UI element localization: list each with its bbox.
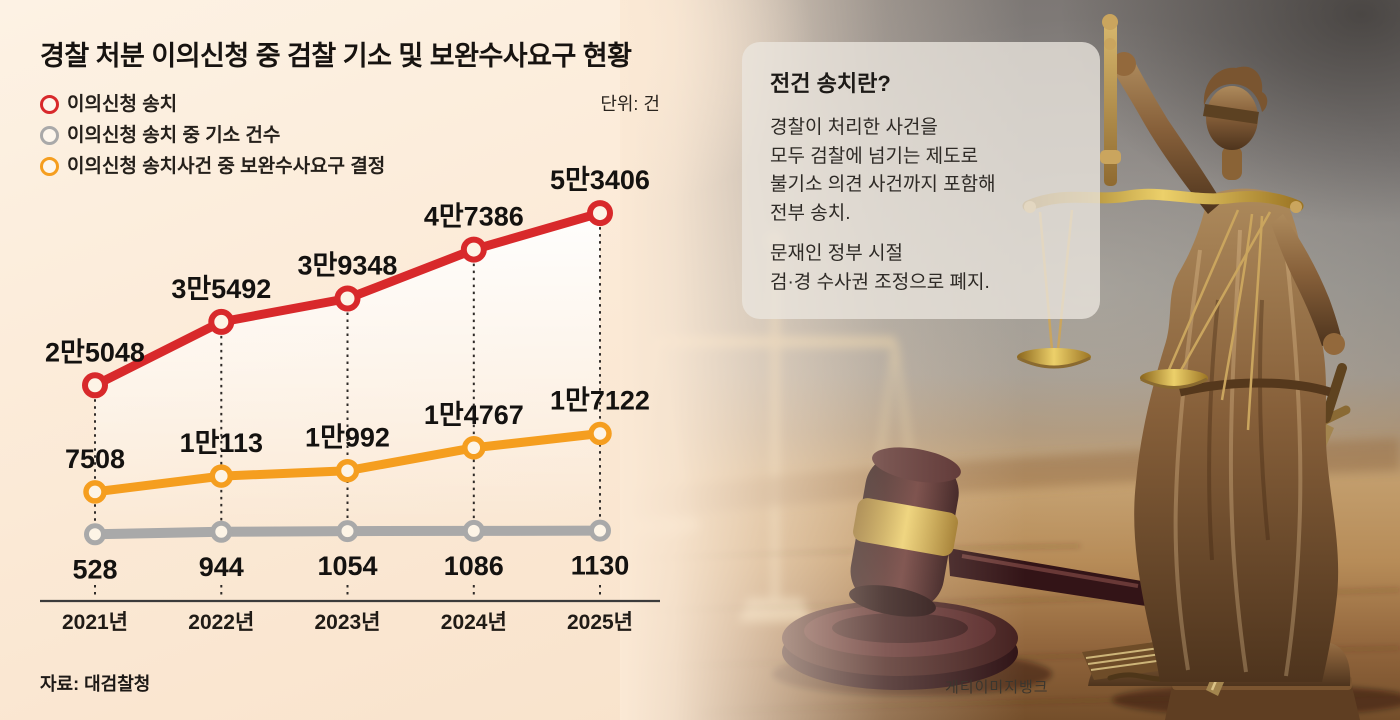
data-point — [588, 421, 612, 446]
legend-ring-red-icon — [40, 95, 59, 114]
unit-label: 단위: 건 — [600, 94, 660, 114]
data-point — [335, 458, 360, 483]
data-point — [589, 519, 611, 542]
data-point — [82, 372, 108, 399]
series-line — [90, 429, 605, 497]
value-label: 3만9348 — [298, 251, 398, 281]
value-label: 1만4767 — [424, 400, 524, 430]
series-line — [90, 525, 605, 540]
chart-title: 경찰 처분 이의신청 중 검찰 기소 및 보완수사요구 현황 — [40, 41, 632, 71]
year-label: 2023년 — [314, 611, 380, 634]
chart-legend: 이의신청 송치 이의신청 송치 중 기소 건수 이의신청 송치사건 중 보완수사… — [40, 94, 385, 177]
source-label: 자료: 대검찰청 — [40, 674, 151, 694]
info-box-line: 문재인 정부 시절 — [770, 243, 903, 264]
value-label: 2만5048 — [45, 337, 145, 367]
data-point — [209, 464, 234, 488]
data-point — [587, 200, 613, 227]
value-label: 1054 — [317, 551, 377, 581]
data-point — [336, 520, 359, 543]
data-point — [84, 523, 106, 546]
info-box-line: 불기소 의견 사건까지 포함해 — [770, 174, 996, 195]
value-label: 1만113 — [180, 428, 263, 458]
info-box-title: 전건 송치란? — [770, 71, 891, 96]
data-point — [83, 480, 107, 504]
legend-item-indictments: 이의신청 송치 중 기소 건수 — [40, 125, 385, 146]
area-fill — [95, 213, 600, 528]
year-label: 2021년 — [62, 611, 128, 634]
data-point — [462, 519, 485, 542]
year-label: 2024년 — [441, 611, 507, 634]
value-label: 1086 — [444, 551, 504, 581]
legend-label: 이의신청 송치 — [67, 94, 178, 115]
info-box-line: 전부 송치. — [770, 202, 851, 224]
info-box-line: 검·경 수사권 조정으로 폐지. — [770, 271, 990, 293]
data-point — [334, 285, 361, 312]
info-box: 전건 송치란? 경찰이 처리한 사건을 모두 검찰에 넘기는 제도로 불기소 의… — [742, 42, 1100, 319]
legend-label: 이의신청 송치사건 중 보완수사요구 결정 — [67, 156, 386, 177]
value-label: 1만992 — [305, 423, 390, 453]
info-box-line: 경찰이 처리한 사건을 — [770, 117, 938, 138]
value-label: 944 — [199, 552, 244, 582]
year-label: 2022년 — [188, 611, 254, 634]
photo-credit: 게티이미지뱅크 — [945, 679, 1049, 696]
data-point — [208, 308, 235, 335]
data-point — [460, 236, 487, 263]
data-point — [462, 436, 486, 460]
data-point — [210, 520, 233, 543]
value-label: 3만5492 — [171, 274, 271, 304]
value-label: 4만7386 — [424, 202, 524, 232]
value-label: 7508 — [65, 444, 125, 474]
legend-item-supplementary-investigation: 이의신청 송치사건 중 보완수사요구 결정 — [40, 156, 385, 177]
series-line — [90, 208, 605, 390]
info-box-line: 모두 검찰에 넘기는 제도로 — [770, 145, 979, 167]
legend-ring-gray-icon — [40, 126, 59, 145]
legend-ring-orange-icon — [40, 157, 59, 176]
value-label: 528 — [72, 554, 117, 584]
legend-label: 이의신청 송치 중 기소 건수 — [67, 125, 281, 146]
legend-item-appeal-transfer: 이의신청 송치 — [40, 94, 385, 115]
